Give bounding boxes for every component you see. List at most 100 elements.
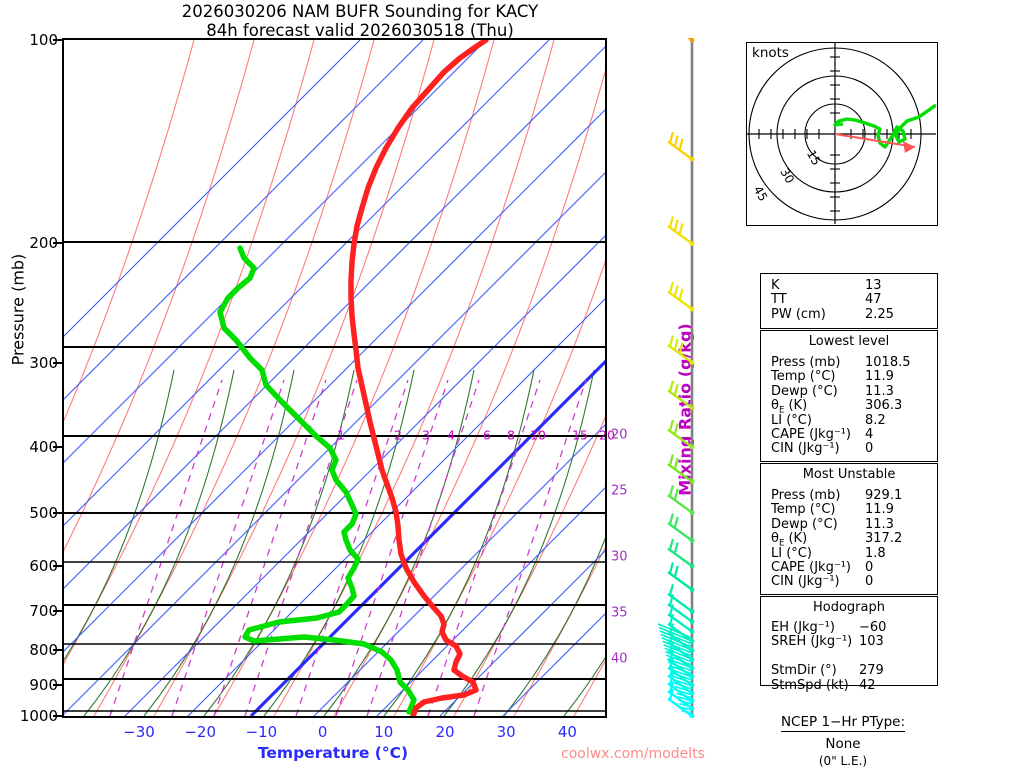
parameter-value: 11.9 — [865, 502, 894, 518]
parameter-value: 1.8 — [865, 545, 886, 561]
hodograph-ring-label-15: 15 — [804, 148, 824, 168]
temperature-tick-20: 20 — [435, 723, 455, 741]
wind-barb — [672, 678, 693, 687]
hodograph-unit-label: knots — [752, 45, 789, 61]
parameter-row: CAPE (Jkg⁻¹) 4 — [761, 426, 937, 442]
parameter-value: 11.3 — [865, 383, 894, 399]
parameter-row: Dewp (°C) 11.3 — [761, 383, 937, 399]
parameter-value: 929.1 — [865, 488, 903, 503]
skew-t-diagram — [62, 38, 607, 718]
pressure-tick-mark — [53, 565, 62, 568]
wind-barb — [667, 583, 695, 614]
wind-barb — [669, 668, 693, 678]
pressure-axis-label: Pressure (mb) — [8, 253, 28, 366]
parameter-key: LI (°C) — [771, 545, 812, 561]
wind-barb — [667, 513, 695, 543]
wind-barb — [673, 682, 693, 690]
temperature-axis-label: Temperature (°C) — [257, 744, 409, 762]
parameter-row: K 13 — [761, 278, 937, 293]
wind-barb — [661, 637, 693, 651]
pressure-tick-700: 700 — [29, 602, 58, 621]
wind-barb — [667, 661, 693, 672]
most-unstable-heading: Most Unstable — [802, 467, 896, 482]
lowest-level-heading: Lowest level — [808, 334, 890, 349]
temperature-trace — [348, 40, 489, 716]
pressure-tick-mark — [53, 39, 62, 41]
pressure-tick-900: 900 — [29, 676, 58, 695]
wind-barb — [666, 654, 693, 666]
pressure-tick-600: 600 — [29, 557, 58, 576]
wind-barb — [663, 644, 693, 657]
hodograph-stats-box: Hodograph EH (Jkg⁻¹) −60 SREH (Jkg⁻¹) 103 St… — [760, 596, 938, 693]
storm-motion-arrow — [834, 133, 916, 153]
wind-barb — [674, 685, 693, 693]
parameter-key: EH (Jkg⁻¹) — [771, 620, 835, 635]
pressure-tick-1000: 1000 — [19, 707, 58, 725]
pressure-tick-mark — [53, 511, 62, 514]
wind-barb — [667, 216, 695, 246]
wind-barb-canvas — [657, 12, 695, 719]
parameter-value: 42 — [859, 677, 876, 693]
wind-barb — [659, 630, 693, 645]
parameter-key: Press (mb) — [771, 355, 841, 370]
pressure-tick-mark — [53, 649, 62, 652]
zero-isotherm — [249, 359, 605, 716]
parameter-row: PW (cm) 2.25 — [761, 306, 937, 322]
height-tick-35: 35 — [611, 605, 628, 621]
parameter-key: θE (K) — [771, 398, 808, 416]
ptype-liquid-equivalent: (0" L.E.) — [818, 754, 868, 768]
parameter-key: CAPE (Jkg⁻¹) — [771, 559, 851, 575]
wind-barb — [667, 562, 695, 592]
wind-barb — [677, 695, 693, 702]
parameter-row: Press (mb) 1018.5 — [761, 355, 937, 370]
temperature-axis: −30 −20 −10 0 10 20 30 40 — [0, 723, 1024, 743]
parameter-value: 2.25 — [865, 306, 894, 322]
parameter-value: 13 — [865, 278, 882, 293]
wind-barb — [667, 281, 695, 312]
parameter-value: 0 — [865, 441, 874, 457]
wind-barb — [681, 709, 693, 714]
isobar-lines — [64, 241, 605, 712]
parameter-value: 11.3 — [865, 516, 894, 532]
wind-barb — [680, 706, 693, 711]
wind-barb — [667, 657, 693, 669]
ptype-value: None — [825, 736, 861, 752]
pressure-tick-800: 800 — [29, 641, 58, 660]
parameter-key: SREH (Jkg⁻¹) — [771, 634, 853, 650]
wind-barb — [671, 675, 693, 684]
parameter-row: CIN (Jkg⁻¹) 0 — [761, 574, 937, 589]
parameter-key: CAPE (Jkg⁻¹) — [771, 426, 851, 442]
wind-barb — [667, 12, 695, 43]
wind-barb — [667, 380, 695, 411]
parameter-key: TT — [771, 292, 787, 308]
wind-barb — [668, 664, 693, 675]
parameter-key: LI (°C) — [771, 412, 812, 428]
wind-barb — [667, 594, 695, 624]
parameter-key: StmSpd (kt) — [771, 677, 849, 693]
hodograph-trace — [833, 103, 937, 149]
wind-barb — [667, 454, 695, 484]
dewpoint-trace — [217, 245, 417, 715]
pressure-axis: 100 200 300 400 500 600 700 800 900 1000 — [0, 0, 62, 768]
parameter-row: Temp (°C) 11.9 — [761, 369, 937, 384]
dry-adiabat-lines — [64, 40, 605, 716]
parameter-row — [761, 649, 937, 663]
hodograph-ring-label-30: 30 — [777, 166, 797, 186]
parameter-key: Temp (°C) — [771, 502, 836, 518]
parameter-value: 8.2 — [865, 412, 886, 428]
temperature-tick--30: −30 — [123, 723, 155, 741]
temperature-tick-10: 10 — [374, 723, 394, 741]
parameter-value: 279 — [859, 663, 884, 679]
most-unstable-box: Most Unstable Press (mb) 929.1 Temp (°C) 11… — [760, 463, 938, 595]
wind-barb — [676, 692, 693, 699]
wind-barb — [679, 702, 693, 708]
wind-barb — [658, 626, 693, 642]
height-tick-25: 25 — [611, 483, 628, 499]
wind-barb — [667, 485, 695, 515]
parameter-row: LI (°C) 8.2 — [761, 412, 937, 428]
parameter-value: 103 — [859, 634, 884, 650]
wind-barb — [667, 419, 695, 450]
parameter-key: K — [771, 278, 780, 293]
parameter-row: θE (K) 306.3 — [761, 398, 937, 416]
height-tick-30: 30 — [611, 549, 628, 565]
